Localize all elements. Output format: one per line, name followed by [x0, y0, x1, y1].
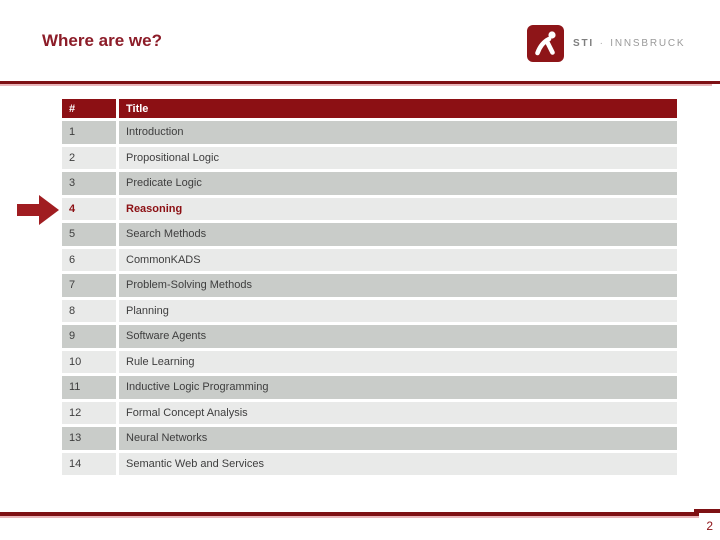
footer-rule-shadow [0, 516, 699, 518]
table-row: 2 Propositional Logic [62, 146, 677, 169]
row-number: 2 [62, 146, 116, 169]
row-title: Software Agents [119, 325, 677, 348]
row-title: Semantic Web and Services [119, 452, 677, 475]
row-title: Formal Concept Analysis [119, 401, 677, 424]
row-number: 10 [62, 350, 116, 373]
row-number: 14 [62, 452, 116, 475]
page-number: 2 [706, 519, 713, 533]
row-title: Introduction [119, 121, 677, 144]
table-row: 4 Reasoning [62, 197, 677, 220]
row-number: 5 [62, 223, 116, 246]
row-title: Neural Networks [119, 427, 677, 450]
column-header-number: # [62, 99, 116, 118]
table-row: 10 Rule Learning [62, 350, 677, 373]
toc-rows: 1 Introduction 2 Propositional Logic 3 Predic… [62, 121, 677, 475]
page-title: Where are we? [42, 31, 162, 50]
row-number: 13 [62, 427, 116, 450]
table-row: 7 Problem-Solving Methods [62, 274, 677, 297]
row-title: Search Methods [119, 223, 677, 246]
footer-rule-end [694, 509, 720, 513]
row-number: 11 [62, 376, 116, 399]
footer-rule [0, 512, 699, 516]
row-number: 12 [62, 401, 116, 424]
logo-brand: STI [573, 38, 594, 49]
row-title: Reasoning [119, 197, 677, 220]
row-number: 7 [62, 274, 116, 297]
table-row: 14 Semantic Web and Services [62, 452, 677, 475]
row-title: Predicate Logic [119, 172, 677, 195]
row-number: 3 [62, 172, 116, 195]
logo-location: INNSBRUCK [610, 38, 686, 49]
header-rule-shadow [0, 84, 712, 86]
logo-separator: · [599, 38, 605, 49]
row-number: 4 [62, 197, 116, 220]
row-number: 1 [62, 121, 116, 144]
column-header-title: Title [119, 99, 677, 118]
table-row: 12 Formal Concept Analysis [62, 401, 677, 424]
table-row: 3 Predicate Logic [62, 172, 677, 195]
table-row: 9 Software Agents [62, 325, 677, 348]
table-of-contents: # Title 1 Introduction 2 Propositional Logi… [62, 99, 677, 478]
row-number: 9 [62, 325, 116, 348]
row-number: 8 [62, 299, 116, 322]
row-title: Planning [119, 299, 677, 322]
row-number: 6 [62, 248, 116, 271]
table-row: 6 CommonKADS [62, 248, 677, 271]
table-row: 11 Inductive Logic Programming [62, 376, 677, 399]
table-header-row: # Title [62, 99, 677, 118]
row-title: Propositional Logic [119, 146, 677, 169]
table-row: 13 Neural Networks [62, 427, 677, 450]
row-title: Problem-Solving Methods [119, 274, 677, 297]
table-row: 5 Search Methods [62, 223, 677, 246]
sti-innsbruck-logo: STI · INNSBRUCK [527, 25, 685, 62]
row-title: CommonKADS [119, 248, 677, 271]
header-rule [0, 81, 720, 84]
row-title: Inductive Logic Programming [119, 376, 677, 399]
sti-runner-icon [527, 25, 564, 62]
row-title: Rule Learning [119, 350, 677, 373]
table-row: 8 Planning [62, 299, 677, 322]
arrow-right-icon [17, 195, 59, 225]
logo-wordmark: STI · INNSBRUCK [573, 38, 685, 49]
table-row: 1 Introduction [62, 121, 677, 144]
